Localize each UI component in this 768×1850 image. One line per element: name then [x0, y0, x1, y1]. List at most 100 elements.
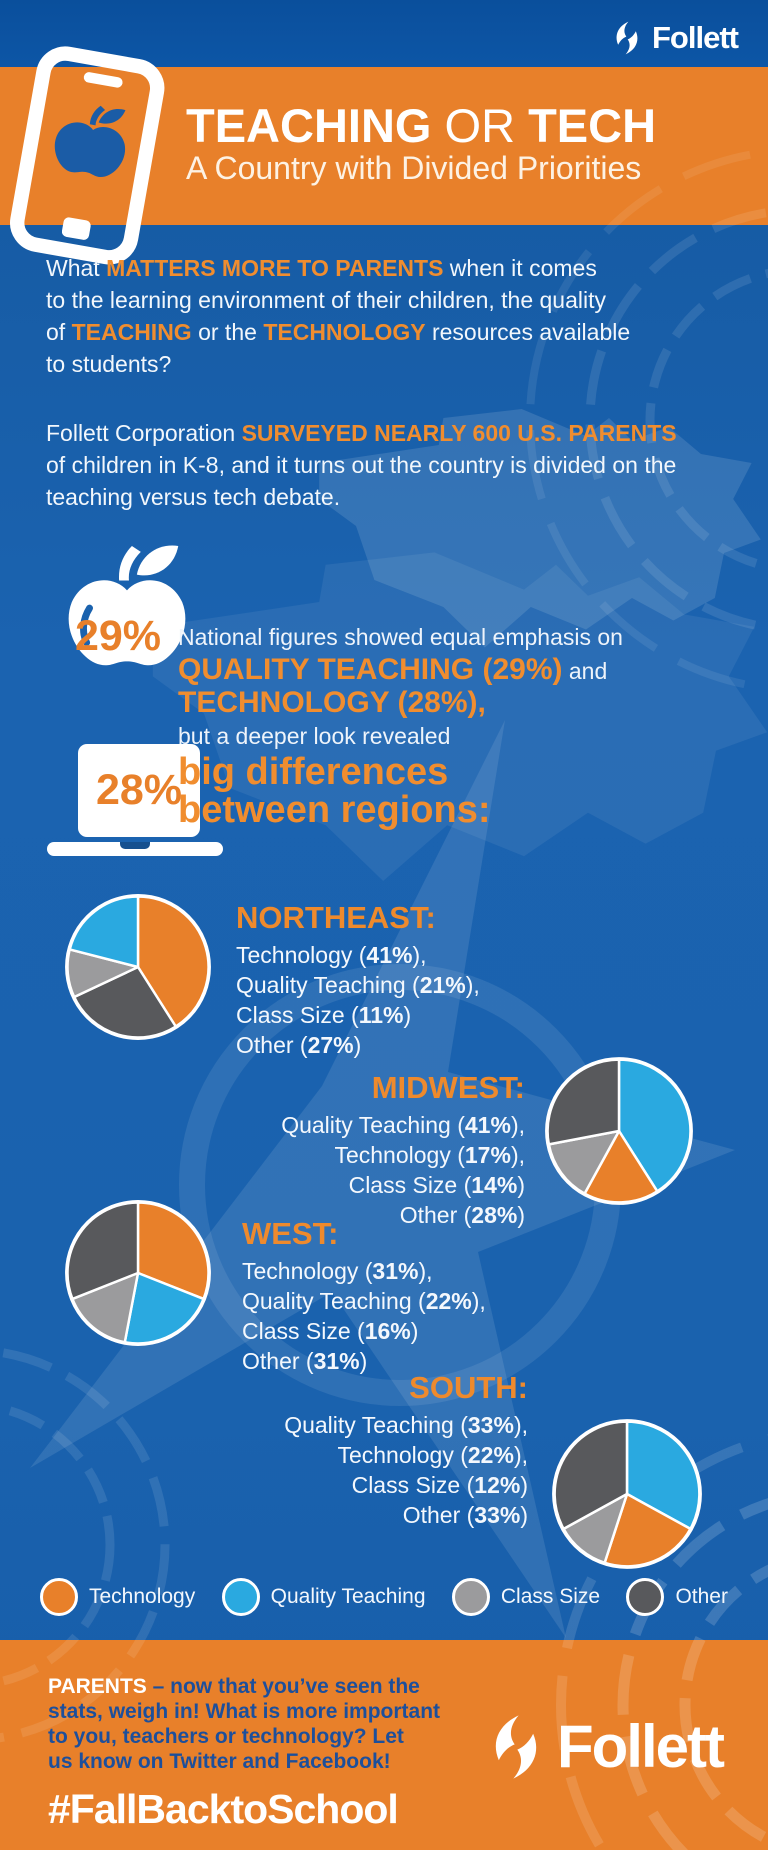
header-band	[0, 67, 768, 225]
apple-glyph	[54, 105, 126, 177]
text-line: teaching versus tech debate.	[46, 481, 677, 513]
region-stat-part: ),	[465, 972, 480, 998]
region-stat-line: Other (28%)	[281, 1200, 525, 1230]
region-block-west: WEST: Technology (31%), Quality Teaching …	[242, 1216, 486, 1376]
region-stat-part: 12%	[474, 1472, 521, 1498]
text-line: to the learning environment of their chi…	[46, 284, 630, 316]
region-heading: SOUTH:	[409, 1370, 528, 1405]
region-heading: MIDWEST:	[371, 1070, 525, 1105]
legend-label: Technology	[89, 1585, 196, 1608]
legend-item-other: Other	[626, 1578, 728, 1616]
text-line: National figures showed equal emphasis o…	[178, 620, 623, 654]
region-stat-part: 14%	[471, 1172, 518, 1198]
region-heading: WEST:	[242, 1216, 339, 1251]
footer-call-to-action: PARENTS – now that you’ve seen the stats,…	[48, 1674, 440, 1774]
text-segment: but a deeper look revealed	[178, 723, 451, 749]
region-stat-part: Class Size (	[348, 1172, 472, 1198]
text-segment: What	[46, 255, 107, 281]
region-block-northeast: NORTHEAST: Technology (41%), Quality Teac…	[236, 900, 480, 1060]
legend-label: Class Size	[500, 1585, 601, 1608]
text-line: PARENTS – now that you’ve seen the	[48, 1674, 440, 1699]
page-subtitle: A Country with Divided Priorities	[186, 150, 642, 186]
text-segment: to the learning environment of their chi…	[46, 287, 606, 313]
text-line: big differences	[178, 753, 623, 791]
legend-item-quality-teaching: Quality Teaching	[221, 1578, 426, 1616]
text-line: TECHNOLOGY (28%),	[178, 687, 623, 719]
region-stat-part: 28%	[471, 1202, 518, 1228]
region-stat-line: Technology (17%),	[281, 1140, 525, 1170]
text-segment: big differences	[178, 751, 449, 793]
footer-band	[0, 1640, 768, 1850]
follett-logo-footer: Follett	[483, 1712, 725, 1781]
region-stat-line: Other (27%)	[236, 1030, 480, 1060]
apple-percentage: 29%	[74, 612, 162, 660]
text-segment: to you, teachers or technology? Let	[48, 1725, 404, 1748]
region-stat-part: 17%	[464, 1142, 511, 1168]
text-segment: teaching versus tech debate.	[46, 484, 341, 510]
region-stat-line: Quality Teaching (41%),	[281, 1110, 525, 1140]
region-stat-part: 11%	[358, 1002, 404, 1028]
region-stat-part: ),	[418, 1258, 433, 1284]
region-stat-part: 41%	[366, 942, 413, 968]
white-apple-icon	[68, 545, 186, 666]
region-stat-line: Technology (31%),	[242, 1256, 486, 1286]
region-block-south: SOUTH: Quality Teaching (33%), Technology…	[284, 1370, 528, 1530]
pie-outline	[545, 1057, 693, 1205]
text-segment: of children in K-8, and it turns out the…	[46, 452, 677, 478]
legend-item-class-size: Class Size	[451, 1578, 601, 1616]
text-segment: TEACHING	[71, 319, 192, 345]
text-line: to students?	[46, 348, 630, 380]
top-bar	[0, 0, 768, 67]
region-stat-part: )	[359, 1348, 368, 1374]
national-figures-text: National figures showed equal emphasis o…	[178, 620, 623, 829]
follett-wordmark: Follett	[652, 20, 739, 55]
laptop-notch	[120, 842, 150, 849]
laptop-base-icon	[47, 842, 223, 856]
region-stat-part: 31%	[313, 1348, 360, 1374]
region-stat-part: Class Size (	[351, 1472, 475, 1498]
region-stat-line: Class Size (14%)	[281, 1170, 525, 1200]
region-stat-part: Technology (	[334, 1142, 465, 1168]
survey-paragraph: Follett Corporation SURVEYED NEARLY 600 …	[46, 417, 677, 513]
region-stat-part: ),	[510, 1142, 525, 1168]
region-stat-part: ),	[513, 1412, 528, 1438]
text-segment: SURVEYED NEARLY 600 U.S. PARENTS	[241, 420, 677, 446]
legend-label: Quality Teaching	[270, 1585, 426, 1608]
region-stat-part: ),	[510, 1112, 525, 1138]
region-stat-line: Quality Teaching (21%),	[236, 970, 480, 1000]
intro-paragraph: What MATTERS MORE TO PARENTS when it com…	[46, 252, 630, 380]
region-stat-part: Other (	[242, 1348, 314, 1374]
text-segment: stats, weigh in! What is more important	[48, 1700, 441, 1723]
region-stat-part: )	[353, 1032, 362, 1058]
smartphone-icon	[10, 46, 165, 265]
region-stat-part: 22%	[467, 1442, 514, 1468]
region-stat-part: )	[517, 1202, 525, 1228]
pie-outline	[65, 1200, 211, 1346]
text-segment: or the	[191, 319, 264, 345]
text-segment: us know on Twitter and Facebook!	[48, 1750, 391, 1773]
region-stat-part: 41%	[464, 1112, 511, 1138]
region-stats: Technology (31%), Quality Teaching (22%),…	[242, 1256, 486, 1376]
region-heading: NORTHEAST:	[236, 900, 436, 935]
text-segment: resources available	[425, 319, 631, 345]
pie-outline	[552, 1419, 702, 1569]
region-stat-line: Class Size (16%)	[242, 1316, 486, 1346]
region-stat-part: Other (	[402, 1502, 475, 1528]
chart-legend: Technology Quality Teaching Class Size Othe…	[40, 1578, 728, 1616]
phone-speaker	[83, 72, 123, 88]
text-line: stats, weigh in! What is more important	[48, 1699, 440, 1724]
region-stat-part: ),	[471, 1288, 486, 1314]
follett-mark-icon	[495, 1714, 537, 1779]
legend-swatch	[451, 1578, 490, 1616]
pie-outline	[65, 894, 211, 1040]
region-stat-part: ),	[412, 942, 427, 968]
region-stat-line: Technology (22%),	[284, 1440, 528, 1470]
region-stat-line: Other (31%)	[242, 1346, 486, 1376]
phone-apple-icon	[0, 38, 184, 278]
region-stat-part: 33%	[467, 1412, 514, 1438]
pie-chart-midwest	[545, 1057, 693, 1205]
region-stat-part: Other (	[236, 1032, 308, 1058]
follett-logo-top: Follett	[610, 20, 739, 56]
region-stat-part: Technology (	[337, 1442, 468, 1468]
